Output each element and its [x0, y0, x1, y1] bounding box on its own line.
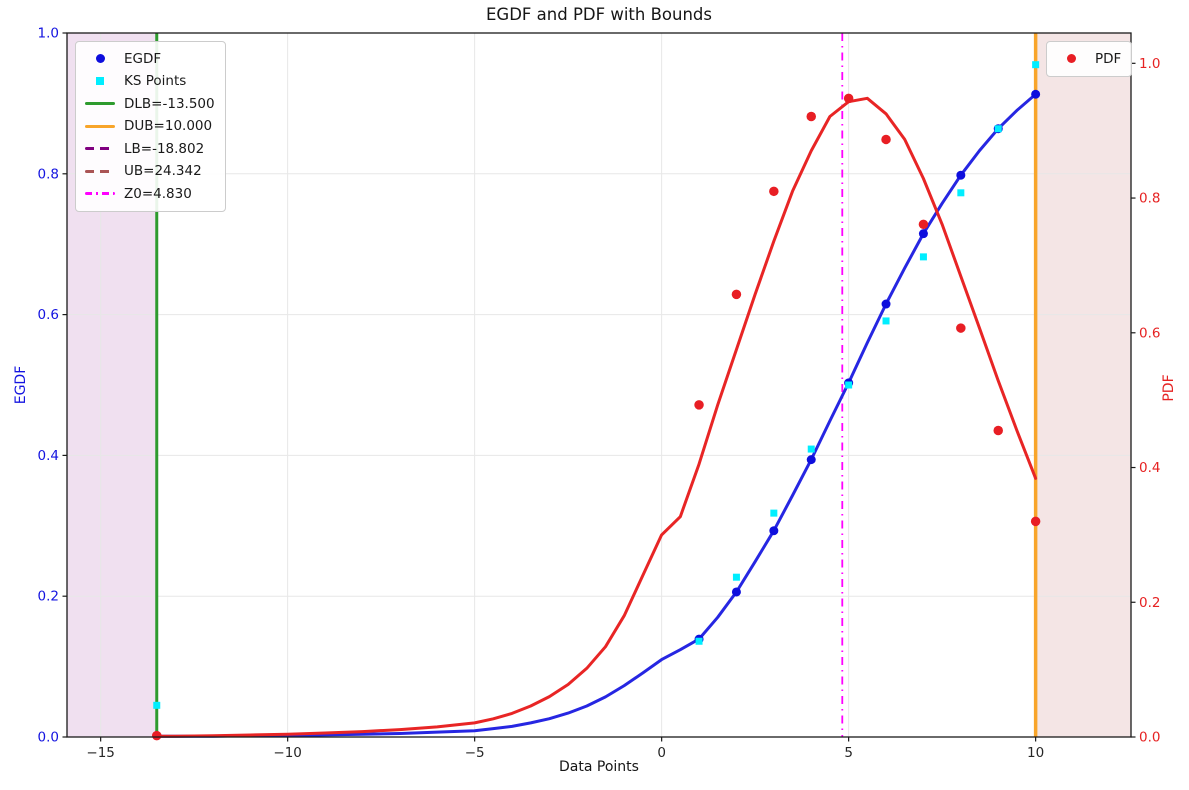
y-left-tick-label: 0.4 — [38, 448, 59, 464]
x-tick-label: −15 — [86, 745, 115, 761]
ks-points-marker — [957, 189, 965, 197]
ks-points-marker-icon — [85, 77, 115, 86]
y-right-tick-label: 0.8 — [1139, 191, 1160, 207]
ks-points-marker — [882, 317, 890, 325]
ks-points-marker — [732, 573, 740, 581]
ks-points-marker — [807, 445, 815, 453]
legend-main: EGDF KS Points DLB=-13.500 DUB=10.000 LB=-18… — [75, 41, 226, 212]
legend-label: LB=-18.802 — [124, 140, 205, 157]
y-right-tick-label: 0.0 — [1139, 730, 1160, 746]
egdf-points-marker — [769, 526, 779, 536]
ks-points-marker — [919, 253, 927, 261]
pdf-points-marker — [1030, 516, 1041, 527]
dub-10-000-marker-icon — [85, 124, 115, 128]
legend-pdf: PDF — [1046, 41, 1133, 77]
y-right-tick-label: 0.4 — [1139, 460, 1160, 476]
x-tick-label: 0 — [657, 745, 666, 761]
legend-item-ub-24-342: UB=24.342 — [85, 161, 215, 183]
egdf-points-marker — [731, 587, 741, 597]
ks-points-marker — [153, 701, 161, 709]
above-dub-shade — [1035, 33, 1131, 737]
pdf-points-marker — [806, 111, 816, 122]
egdf-curve — [155, 92, 1038, 738]
legend-label: DUB=10.000 — [124, 118, 213, 135]
y-right-axis-label: PDF — [1161, 374, 1177, 402]
ks-points-marker — [845, 381, 853, 389]
y-left-tick-label: 0.8 — [38, 166, 59, 182]
x-axis-label: Data Points — [559, 759, 639, 775]
x-tick-label: 10 — [1027, 745, 1044, 761]
y-left-tick-label: 1.0 — [38, 26, 59, 42]
ks-points-marker — [994, 125, 1002, 133]
pdf-points-marker — [881, 134, 891, 145]
pdf-points-marker — [956, 323, 966, 333]
legend-item-z0-4-830: Z0=4.830 — [85, 183, 215, 205]
axes-spines — [66, 32, 1132, 738]
egdf-points-marker — [918, 229, 928, 239]
chart-title: EGDF and PDF with Bounds — [486, 5, 712, 24]
egdf-points-marker — [1031, 89, 1041, 99]
legend-item-ks-points: KS Points — [85, 71, 215, 93]
egdf-marker-icon — [85, 54, 115, 64]
egdf-points-marker — [956, 170, 966, 180]
pdf-points-marker — [152, 730, 162, 741]
y-left-axis-label: EGDF — [13, 365, 29, 405]
x-tick-label: −5 — [465, 745, 485, 761]
y-left-tick-label: 0.6 — [38, 307, 59, 323]
z0-4-830-marker-icon — [85, 192, 115, 196]
legend-label: KS Points — [124, 73, 187, 90]
lb-18-802-marker-icon — [85, 147, 115, 151]
y-left-tick-label: 0.2 — [38, 589, 59, 605]
legend-item-dub-10-000: DUB=10.000 — [85, 116, 215, 138]
legend-label: EGDF — [124, 50, 162, 67]
pdf-points-marker — [843, 93, 854, 104]
x-tick-label: 5 — [844, 745, 853, 761]
y-right-tick-label: 0.2 — [1139, 595, 1160, 611]
ub-24-342-marker-icon — [85, 169, 115, 173]
egdf-points-marker — [806, 455, 816, 465]
legend-label: PDF — [1095, 50, 1122, 67]
ks-points-marker — [770, 509, 778, 517]
legend-label: UB=24.342 — [124, 163, 202, 180]
legend-label: DLB=-13.500 — [124, 95, 215, 112]
pdf-points-marker — [694, 400, 704, 410]
pdf-points-marker — [918, 219, 929, 230]
dlb-13-500-marker-icon — [85, 102, 115, 106]
legend-item-pdf: PDF — [1056, 48, 1121, 70]
legend-label: Z0=4.830 — [124, 185, 192, 202]
legend-item-lb-18-802: LB=-18.802 — [85, 138, 215, 160]
ks-points-marker — [695, 637, 703, 645]
pdf-marker-icon — [1056, 54, 1086, 64]
pdf-curve — [155, 96, 1038, 738]
legend-item-dlb-13-500: DLB=-13.500 — [85, 93, 215, 115]
x-tick-label: −10 — [273, 745, 302, 761]
pdf-points-marker — [731, 289, 742, 300]
ks-points-marker — [1032, 61, 1040, 69]
y-right-tick-label: 0.6 — [1139, 325, 1160, 341]
pdf-points-marker — [769, 186, 779, 197]
legend-item-egdf: EGDF — [85, 48, 215, 70]
egdf-points-marker — [881, 299, 891, 309]
pdf-points-marker — [993, 425, 1003, 436]
y-left-tick-label: 0.0 — [38, 730, 59, 746]
y-right-tick-label: 1.0 — [1139, 56, 1160, 72]
